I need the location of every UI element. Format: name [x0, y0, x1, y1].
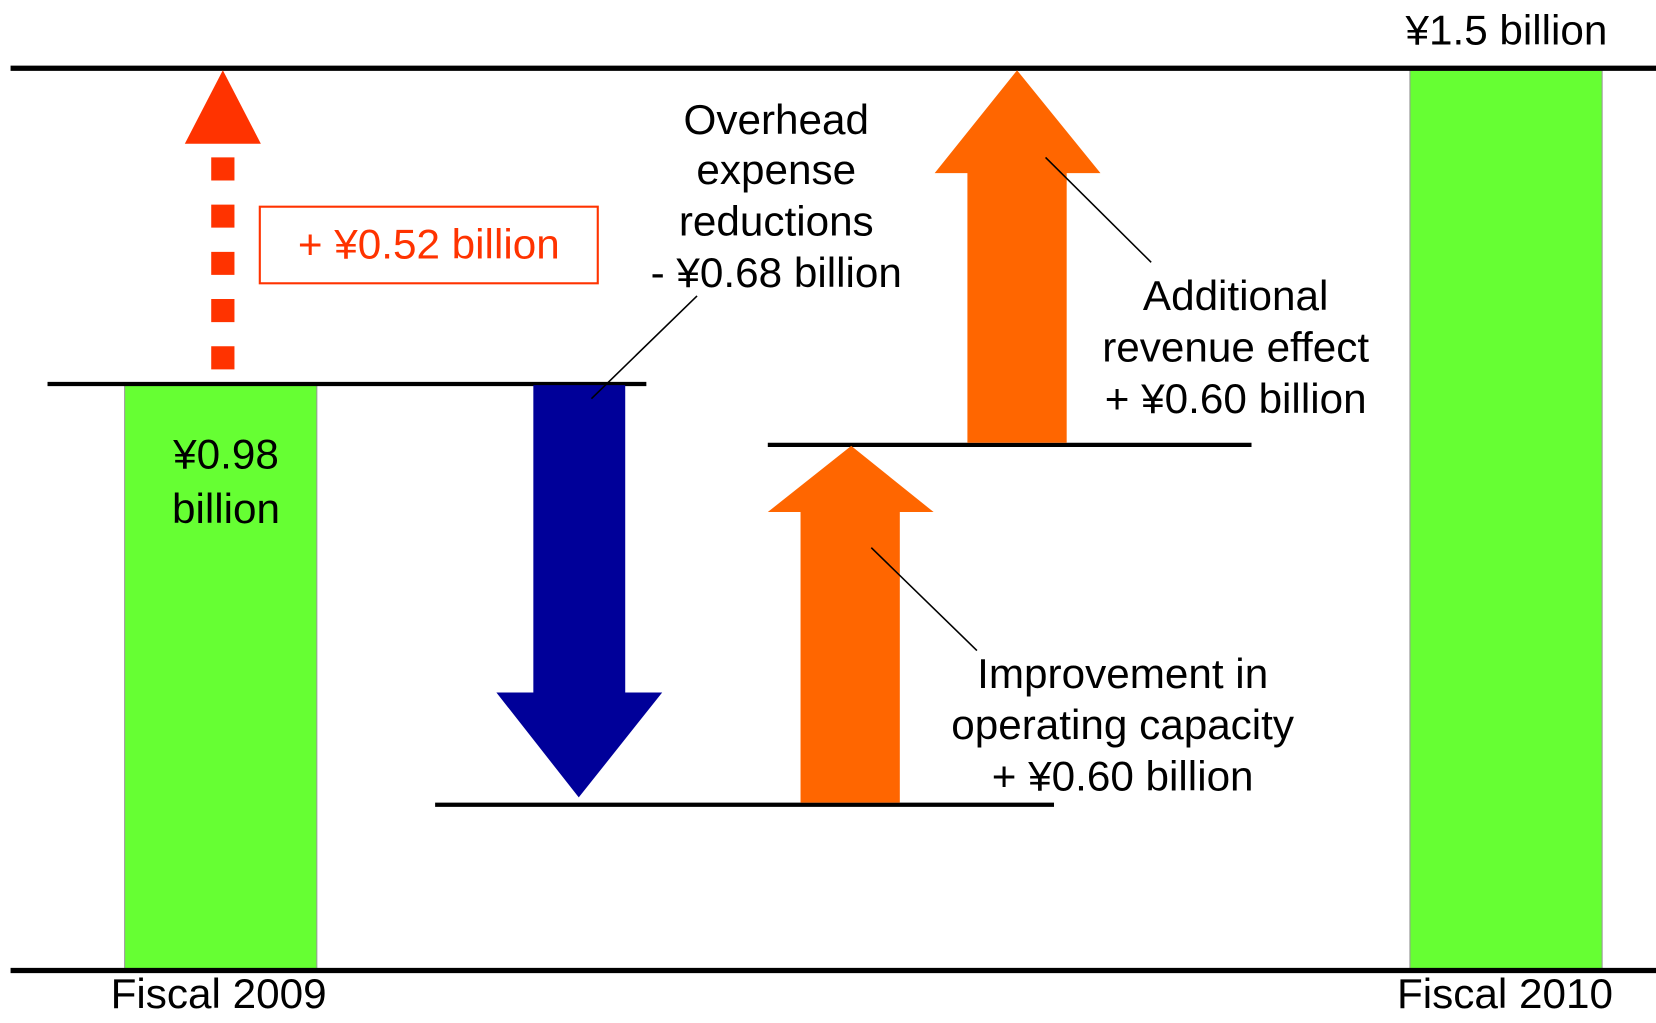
- category-label: Fiscal 2010: [1397, 970, 1613, 1017]
- start-value: billion: [172, 485, 280, 532]
- leader-line: [1045, 156, 1152, 263]
- decrease-arrow: [496, 385, 663, 798]
- capacity-label: + ¥0.60 billion: [992, 753, 1254, 800]
- overhead-label: Overhead: [684, 96, 869, 143]
- category-label: Fiscal 2009: [111, 970, 327, 1017]
- overhead-label: - ¥0.68 billion: [651, 249, 902, 296]
- overhead-label: expense: [696, 146, 856, 193]
- change-box: [258, 205, 599, 285]
- revenue-label: + ¥0.60 billion: [1105, 375, 1367, 422]
- overhead-label: reductions: [679, 198, 874, 245]
- dashed-arrow-head: [184, 70, 261, 144]
- leader-line: [870, 547, 978, 652]
- total-change: + ¥0.52 billion: [298, 221, 560, 268]
- end-value: ¥1.5 billion: [1404, 7, 1607, 54]
- increase-arrow: [767, 445, 934, 803]
- capacity-label: Improvement in: [977, 650, 1268, 697]
- start-value: ¥0.98: [172, 431, 279, 478]
- revenue-label: revenue effect: [1102, 324, 1369, 371]
- capacity-label: operating capacity: [951, 701, 1294, 748]
- leader-line: [590, 295, 698, 400]
- increase-arrow: [934, 70, 1101, 443]
- fiscal-2010-bar: [1409, 69, 1603, 972]
- revenue-label: Additional: [1143, 272, 1328, 319]
- fiscal-2009-bar: [124, 384, 318, 972]
